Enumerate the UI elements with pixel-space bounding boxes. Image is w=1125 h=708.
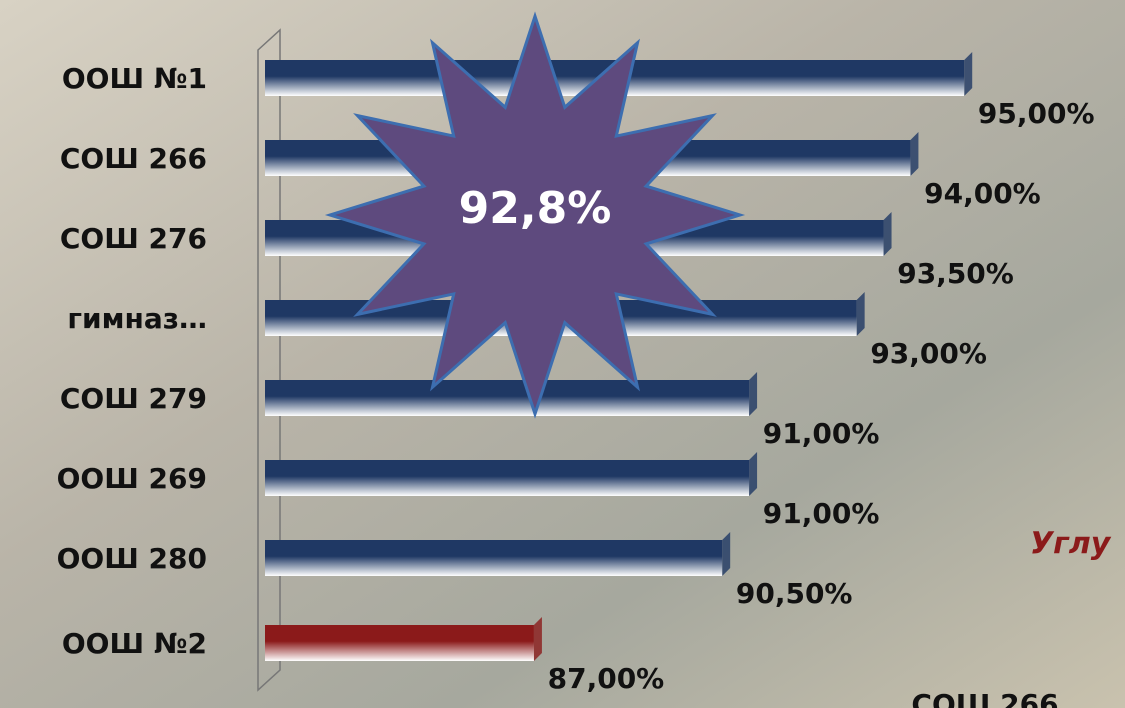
bar <box>265 625 534 661</box>
value-label: 93,50% <box>897 257 1014 290</box>
value-label: 91,00% <box>763 417 880 450</box>
value-label: 93,00% <box>870 337 987 370</box>
value-label: 91,00% <box>763 497 880 530</box>
bar <box>265 380 749 416</box>
category-label: ООШ №1 <box>62 62 207 95</box>
category-label: ООШ 280 <box>57 542 207 575</box>
category-label: СОШ 266 <box>60 142 207 175</box>
category-label: ООШ №2 <box>62 627 207 660</box>
category-label: СОШ 279 <box>60 382 207 415</box>
category-label: ООШ 269 <box>57 462 207 495</box>
bottom-note: СОШ 266 <box>911 688 1058 708</box>
value-label: 90,50% <box>736 577 853 610</box>
bar <box>265 540 722 576</box>
side-note: Углу <box>1030 527 1112 562</box>
category-label: СОШ 276 <box>60 222 207 255</box>
value-label: 94,00% <box>924 177 1041 210</box>
value-label: 87,00% <box>548 662 665 695</box>
value-label: 95,00% <box>978 97 1095 130</box>
chart: ООШ №1 95,00% СОШ 266 94,00% СОШ 276 93,50% ги… <box>0 0 1125 708</box>
category-label: гимназ… <box>67 302 207 335</box>
page: {"chart_data": {"type": "bar", "orientat… <box>0 0 1125 708</box>
bar <box>265 460 749 496</box>
star-label: 92,8% <box>459 183 612 234</box>
